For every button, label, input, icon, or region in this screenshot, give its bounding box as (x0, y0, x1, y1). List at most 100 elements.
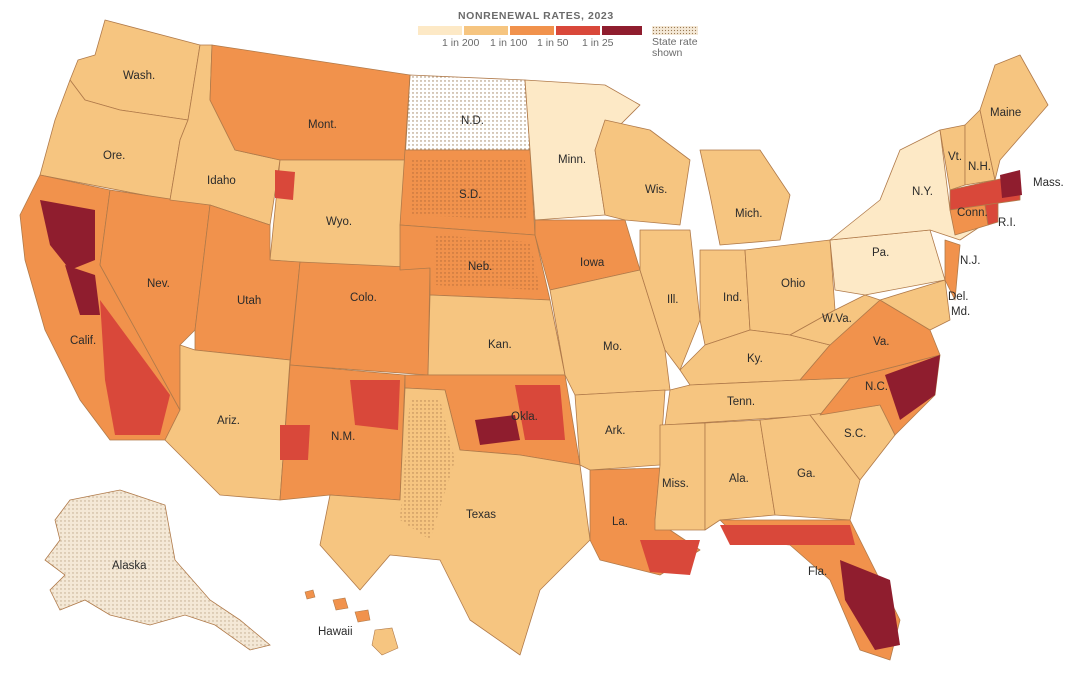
hotspot-south-florida (840, 560, 900, 650)
hotspot-massachusetts (1000, 170, 1022, 198)
label-wyo: Wyo. (326, 216, 352, 228)
label-alaska: Alaska (112, 560, 147, 572)
label-ala: Ala. (729, 473, 749, 485)
hotspot-oklahoma-2 (515, 385, 565, 440)
state-labels: Wash. Ore. Calif. Idaho Nev. Mont. Wyo. … (70, 70, 1064, 638)
legend-swatch-state-rate (652, 26, 698, 35)
state-rhode-island (984, 202, 999, 226)
label-wash: Wash. (123, 70, 155, 82)
legend-tick-1-in-100: 1 in 100 (490, 37, 528, 49)
label-ny: N.Y. (912, 186, 933, 198)
state-hawaii (304, 589, 399, 656)
label-la: La. (612, 516, 628, 528)
state-rate-areas (400, 160, 540, 540)
label-kan: Kan. (488, 339, 512, 351)
label-mass: Mass. (1033, 177, 1064, 189)
label-mich: Mich. (735, 208, 762, 220)
hotspot-gulf-coast (720, 525, 855, 545)
label-ore: Ore. (103, 150, 125, 162)
label-ind: Ind. (723, 292, 742, 304)
label-ri: R.I. (998, 217, 1016, 229)
hawaii-island-kauai (304, 589, 316, 600)
legend-swatch-mid (510, 26, 554, 35)
label-sd: S.D. (459, 189, 481, 201)
label-mo: Mo. (603, 341, 622, 353)
label-idaho: Idaho (207, 175, 236, 187)
legend-swatch-lowest (418, 26, 462, 35)
state-michigan (699, 149, 791, 246)
label-wis: Wis. (645, 184, 667, 196)
label-vt: Vt. (948, 151, 962, 163)
label-colo: Colo. (350, 292, 377, 304)
state-wisconsin (594, 119, 691, 226)
label-ill: Ill. (667, 294, 679, 306)
label-minn: Minn. (558, 154, 586, 166)
label-va: Va. (873, 336, 889, 348)
legend-swatch-highest (602, 26, 642, 35)
legend-state-rate-label: State rate shown (652, 37, 712, 59)
label-iowa: Iowa (580, 257, 605, 269)
label-ohio: Ohio (781, 278, 805, 290)
state-maryland (879, 279, 951, 331)
label-pa: Pa. (872, 247, 889, 259)
label-utah: Utah (237, 295, 261, 307)
state-new-jersey (944, 239, 961, 301)
lower-48-states (19, 19, 1049, 661)
label-fla: Fla. (808, 566, 827, 578)
legend-tick-1-in-200: 1 in 200 (442, 37, 480, 49)
label-okla: Okla. (511, 411, 538, 423)
legend-tick-1-in-50: 1 in 50 (537, 37, 569, 49)
label-hawaii: Hawaii (318, 626, 353, 638)
dotted-area-texas (400, 400, 455, 540)
legend-state-rate-line1: State rate (652, 36, 698, 48)
label-nd: N.D. (461, 115, 484, 127)
hotspot-new-mexico (350, 380, 400, 430)
hotspot-idaho (275, 170, 295, 200)
hotspot-southern-california (100, 300, 170, 435)
hotspot-north-carolina (885, 355, 940, 420)
label-md: Md. (951, 306, 970, 318)
label-texas: Texas (466, 509, 496, 521)
label-neb: Neb. (468, 261, 492, 273)
legend-swatch-low (464, 26, 508, 35)
label-ariz: Ariz. (217, 415, 240, 427)
legend-tick-1-in-25: 1 in 25 (582, 37, 614, 49)
legend-swatch-high (556, 26, 600, 35)
hotspot-louisiana (640, 540, 700, 575)
dotted-area-nebraska (435, 235, 540, 290)
state-texas (319, 387, 591, 656)
hotspot-oklahoma (475, 415, 520, 445)
state-colorado (289, 261, 431, 376)
state-georgia (759, 414, 861, 521)
hawaii-island-big (371, 627, 399, 656)
state-alabama (704, 419, 776, 531)
hotspot-northern-california (40, 200, 95, 270)
hawaii-island-oahu (332, 597, 349, 611)
hotspots (40, 170, 1022, 650)
state-mississippi (654, 422, 706, 531)
label-tenn: Tenn. (727, 396, 755, 408)
legend-swatches (418, 26, 644, 35)
label-nm: N.M. (331, 431, 355, 443)
label-ky: Ky. (747, 353, 763, 365)
state-west-virginia (789, 294, 881, 346)
hawaii-island-maui (354, 609, 371, 623)
state-arkansas (574, 389, 666, 471)
label-calif: Calif. (70, 335, 96, 347)
state-montana (209, 44, 411, 161)
label-mont: Mont. (308, 119, 337, 131)
hotspot-sierra (65, 265, 100, 315)
legend: NONRENEWAL RATES, 2023 1 in 200 1 in 100… (418, 8, 708, 60)
state-kansas (427, 294, 566, 376)
label-ark: Ark. (605, 425, 625, 437)
label-maine: Maine (990, 107, 1021, 119)
label-nev: Nev. (147, 278, 170, 290)
label-sc: S.C. (844, 428, 866, 440)
label-nc: N.C. (865, 381, 888, 393)
label-conn: Conn. (957, 207, 988, 219)
legend-state-rate-line2: shown (652, 47, 683, 59)
hotspot-new-mexico-2 (280, 425, 310, 460)
label-nj: N.J. (960, 255, 980, 267)
state-north-dakota (404, 74, 531, 151)
